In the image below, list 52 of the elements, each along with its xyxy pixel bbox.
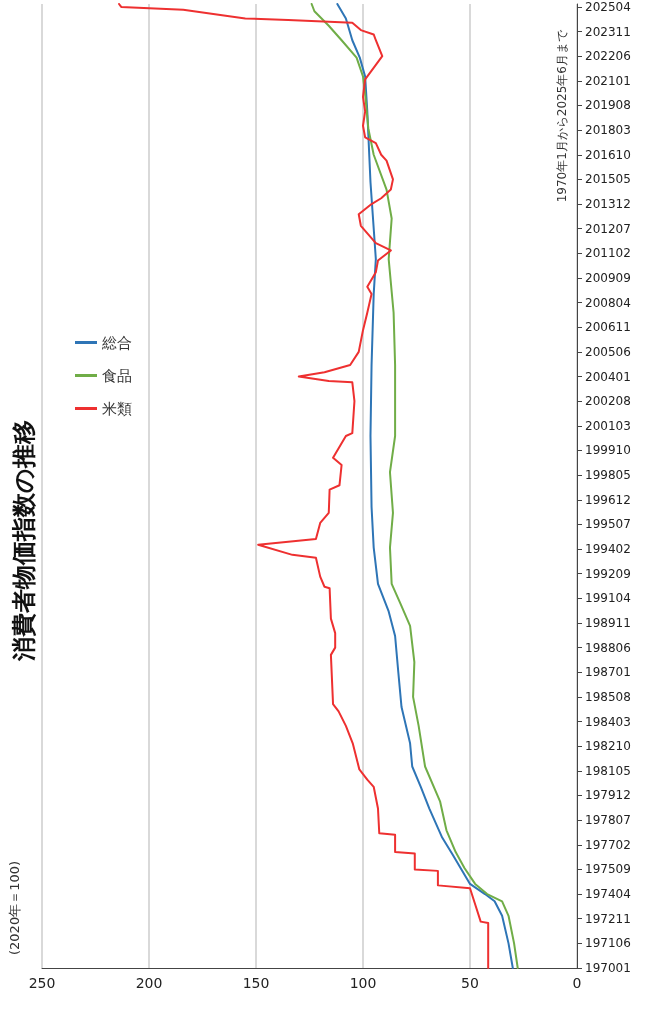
y-tick-label: 200909: [585, 270, 631, 285]
x-tick-label: 200: [135, 975, 163, 991]
y-tick-label: 201610: [585, 147, 631, 162]
y-tick-label: 202206: [585, 49, 631, 64]
y-tick-label: 197106: [585, 936, 631, 951]
y-tick-label: 201803: [585, 123, 631, 138]
y-tick-label: 198701: [585, 665, 631, 680]
y-tick-label: 197702: [585, 837, 631, 852]
y-tick-label: 199612: [585, 492, 631, 507]
y-tick-label: 198911: [585, 615, 631, 630]
y-tick-label: 198105: [585, 763, 631, 778]
y-tick-label: 200103: [585, 418, 631, 433]
y-tick-label: 199104: [585, 591, 631, 606]
y-tick-label: 197404: [585, 887, 631, 902]
y-tick-label: 199209: [585, 566, 631, 581]
y-tick-label: 199910: [585, 443, 631, 458]
legend-label: 食品: [102, 366, 132, 385]
y-tick-label: 198508: [585, 689, 631, 704]
text: (2020年＝100): [7, 860, 22, 955]
y-tick-label: 199805: [585, 468, 631, 483]
y-tick-label: 200208: [585, 394, 631, 409]
y-tick-label: 200611: [585, 320, 631, 335]
y-tick-label: 201312: [585, 197, 631, 212]
y-tick-label: 197001: [585, 961, 631, 975]
y-tick-label: 202101: [585, 73, 631, 88]
y-tick-label: 202504: [585, 0, 631, 14]
y-tick-label: 199507: [585, 517, 631, 532]
x-tick-label: 0: [572, 975, 582, 991]
y-tick-label: 201207: [585, 221, 631, 236]
legend-label: 米類: [102, 399, 132, 418]
x-tick-label: 250: [28, 975, 56, 991]
x-tick-label: 100: [349, 975, 377, 991]
y-tick-label: 201908: [585, 98, 631, 113]
y-tick-label: 199402: [585, 542, 631, 557]
y-tick-label: 197807: [585, 813, 631, 828]
y-tick-label: 200506: [585, 344, 631, 359]
y-tick-label: 198403: [585, 714, 631, 729]
y-tick-label: 201505: [585, 172, 631, 187]
x-tick-label: 150: [242, 975, 270, 991]
y-tick-label: 201102: [585, 246, 631, 261]
annotation: 1970年1月から2025年6月まで: [555, 29, 569, 203]
y-tick-label: 200804: [585, 295, 631, 310]
y-tick-label: 202311: [585, 24, 631, 39]
x-tick-label: 50: [461, 975, 479, 991]
y-tick-label: 198806: [585, 640, 631, 655]
y-tick-label: 197211: [585, 911, 631, 926]
text: 消費者物価指数の推移: [10, 419, 38, 662]
y-tick-label: 197509: [585, 862, 631, 877]
legend-label: 総合: [101, 333, 132, 352]
y-tick-label: 197912: [585, 788, 631, 803]
y-tick-label: 200401: [585, 369, 631, 384]
y-tick-label: 198210: [585, 739, 631, 754]
